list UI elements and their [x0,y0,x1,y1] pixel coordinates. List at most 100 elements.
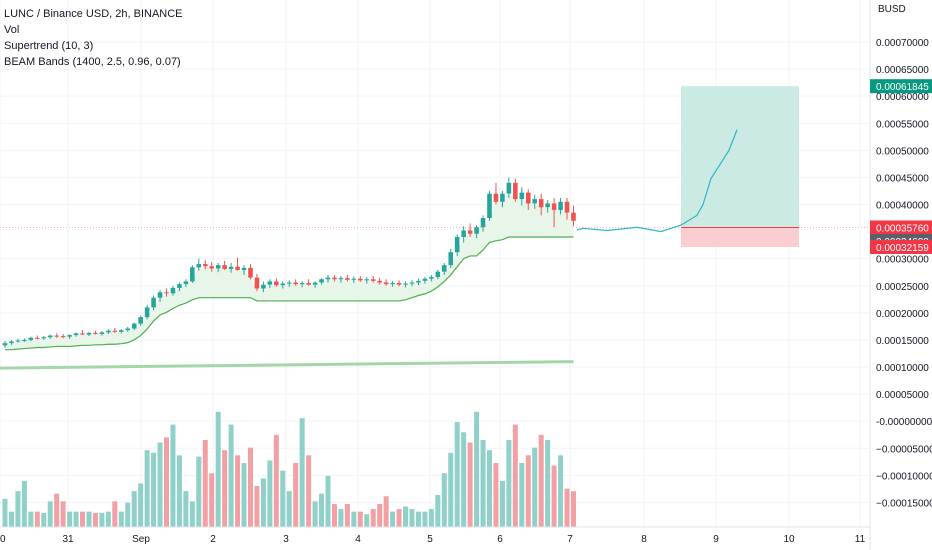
candle-body [144,307,150,318]
candle-body [571,212,576,221]
volume-bar [390,511,396,527]
volume-bar [370,509,376,527]
volume-bar [357,511,363,527]
volume-bar [403,506,409,527]
candle-body [351,278,357,280]
beam-bands-indicator-label[interactable]: BEAM Bands (1400, 2.5, 0.96, 0.07) [4,56,181,68]
candle-body [506,182,512,194]
candle-body [261,284,266,289]
position-zones [0,86,870,247]
volume-bar [409,509,415,527]
candle-body [73,333,79,336]
volume-bar [15,491,21,527]
chart-legend: LUNC / Binance USD, 2h, BINANCE Vol Supe… [4,6,183,70]
volume-bar [254,486,260,527]
volume-bar [286,491,292,527]
candle-body [377,280,382,283]
candle-body [454,237,460,253]
price-tag-label: 0.00032159 [876,243,929,254]
candle-body [332,277,337,280]
price-tag [870,220,932,235]
candle-body [280,283,286,286]
volume-bar [196,456,202,527]
price-tick-label: 0.00050000 [876,146,929,157]
volume-bar [80,511,86,527]
candle-body [125,328,131,331]
time-axis[interactable]: 30 31 Sep 2 3 4 5 6 7 8 9 10 11 [0,534,866,545]
volume-bar [441,473,447,527]
projection-path [576,129,738,233]
volume-bar [73,511,79,527]
candle-body [525,192,531,204]
volume-bar [28,511,34,527]
candle-body [396,283,402,285]
volume-indicator-label[interactable]: Vol [4,24,20,36]
volume-bar [551,465,557,527]
volume-bar [325,475,331,527]
candle-body [319,279,324,283]
candle-body [364,279,370,281]
volume-bar [467,442,473,527]
target-zone [681,86,799,228]
volume-bar [499,480,505,527]
volume-bar [144,450,150,527]
candle-body [196,264,202,268]
volume-bar [215,411,221,527]
symbol-title[interactable]: LUNC / Binance USD, 2h, BINANCE [4,8,183,20]
volume-bar [532,447,538,527]
volume-bar [377,503,383,527]
price-tick-label: 0.00020000 [876,309,929,320]
price-tick-label: 0.00030000 [876,255,929,266]
volume-bar [222,450,228,527]
volume-bar [558,455,564,527]
price-tick-label: 0.00040000 [876,201,929,212]
candle-body [164,292,169,294]
candle-body [209,266,215,269]
supertrend-indicator-label[interactable]: Supertrend (10, 3) [4,40,94,52]
time-tick-label: 31 [62,534,74,545]
volume-bar [383,496,389,527]
volume-bar [267,460,273,527]
volume-bar [273,434,279,527]
volume-bar [41,512,47,527]
volume-bar [47,501,53,527]
volume-bar [512,424,518,527]
candle-body [106,330,111,333]
candle-body [480,218,486,228]
candle-body [299,283,305,285]
candle-body [409,282,415,284]
price-tick-label: 0.00010000 [876,363,929,374]
candle-body [435,271,441,278]
volume-bar [34,511,40,527]
volume-bar [164,437,169,527]
price-axis[interactable]: BUSD 0.000700000.000650000.000600000.000… [876,4,932,509]
candle-body [286,282,292,284]
volume-bar [525,455,531,527]
volume-bar [364,514,370,527]
candle-body [487,193,492,219]
candle-body [67,335,72,337]
candle-body [306,283,311,285]
candle-body [267,281,273,285]
price-tick-label: −0.00015000 [876,498,932,509]
volume-bar [99,512,105,527]
volume-bar [415,511,421,527]
stop-zone [681,227,799,247]
supertrend-line-path [5,236,574,351]
volume-bar [112,501,118,527]
candle-body [312,282,318,285]
volume-bar [131,491,137,527]
candle-body [47,335,53,338]
volume-bar [8,511,14,527]
volume-bar [54,493,60,527]
time-tick-label: 8 [641,534,647,545]
time-tick-label: 9 [713,534,719,545]
price-tick-label: −0.00005000 [876,444,932,455]
volume-bar [480,439,486,527]
candle-body [228,266,234,269]
candle-body [241,267,247,271]
candle-body [358,278,363,281]
candle-body [41,337,47,339]
volume-bar [170,424,176,527]
